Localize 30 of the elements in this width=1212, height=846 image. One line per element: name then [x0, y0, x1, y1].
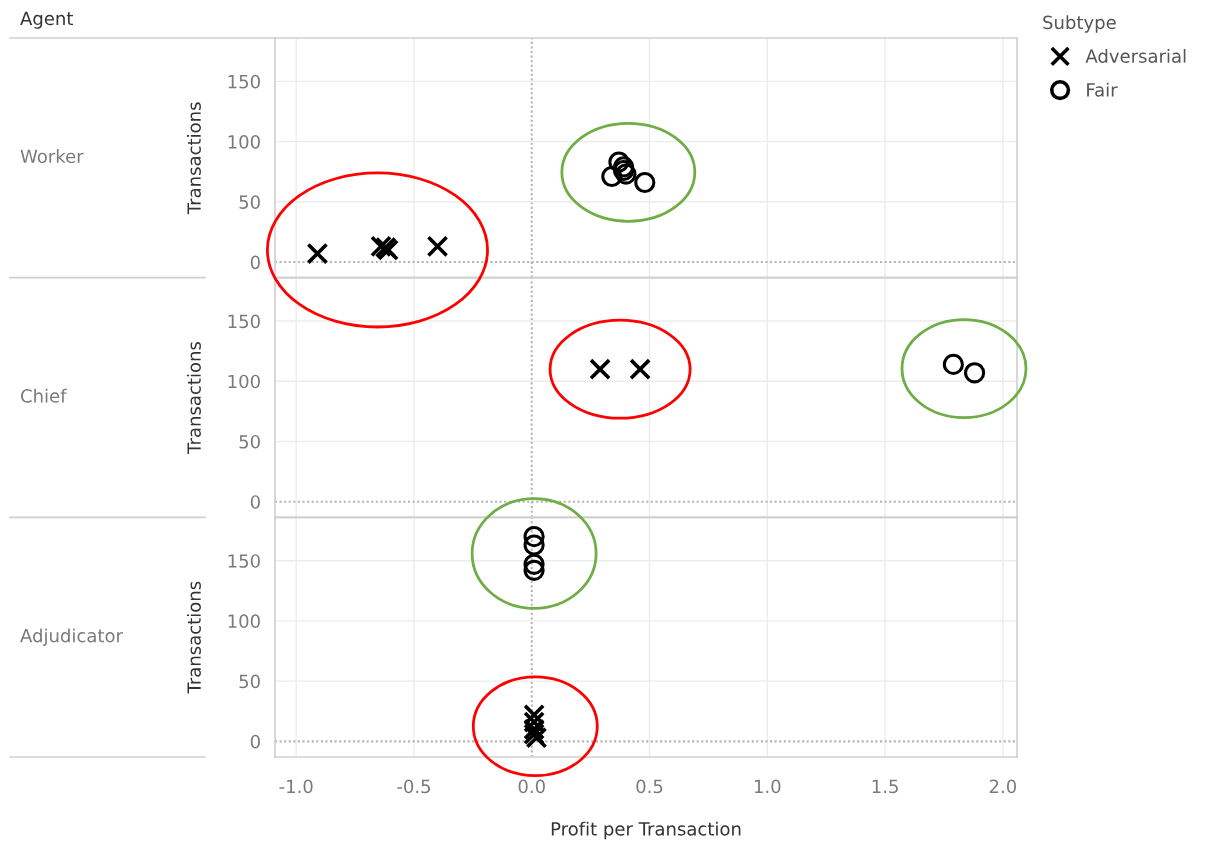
x-tick-label: -1.0 [279, 779, 313, 794]
legend-label: Adversarial [1085, 48, 1186, 63]
y-tick-label: 50 [239, 674, 260, 689]
y-axis-title: Transactions [186, 581, 201, 694]
text: Adjudicator [20, 628, 123, 646]
x-tick-label: 1.5 [872, 779, 898, 794]
y-tick-label: 50 [239, 434, 260, 449]
y-tick-label: 100 [228, 135, 260, 149]
text: Worker [20, 149, 84, 164]
y-tick-label: 50 [239, 195, 260, 209]
x-tick-label: 0.5 [636, 779, 663, 794]
y-tick-label: 100 [228, 374, 260, 389]
y-axis-title: Transactions [186, 342, 201, 454]
legend-label: Fair [1087, 82, 1118, 97]
y-tick-label: 150 [228, 74, 260, 89]
x-tick-label: 2.0 [989, 779, 1017, 794]
x-tick-label: -0.5 [397, 779, 431, 794]
text: Agent [20, 11, 74, 29]
x-tick-label: 1.0 [754, 779, 781, 794]
legend-title: Subtype [1043, 15, 1116, 33]
y-tick-label: 150 [228, 554, 260, 568]
y-tick-label: 0 [250, 255, 260, 270]
y-tick-label: 100 [228, 614, 260, 629]
y-tick-label: 150 [228, 314, 260, 329]
x-axis-title: Profit per Transaction [551, 821, 741, 840]
y-tick-label: 0 [250, 734, 260, 749]
x-tick-label: 0.0 [518, 779, 545, 794]
text: Chief [21, 388, 67, 403]
y-tick-label: 0 [250, 495, 260, 509]
y-axis-title: Transactions [186, 102, 201, 215]
